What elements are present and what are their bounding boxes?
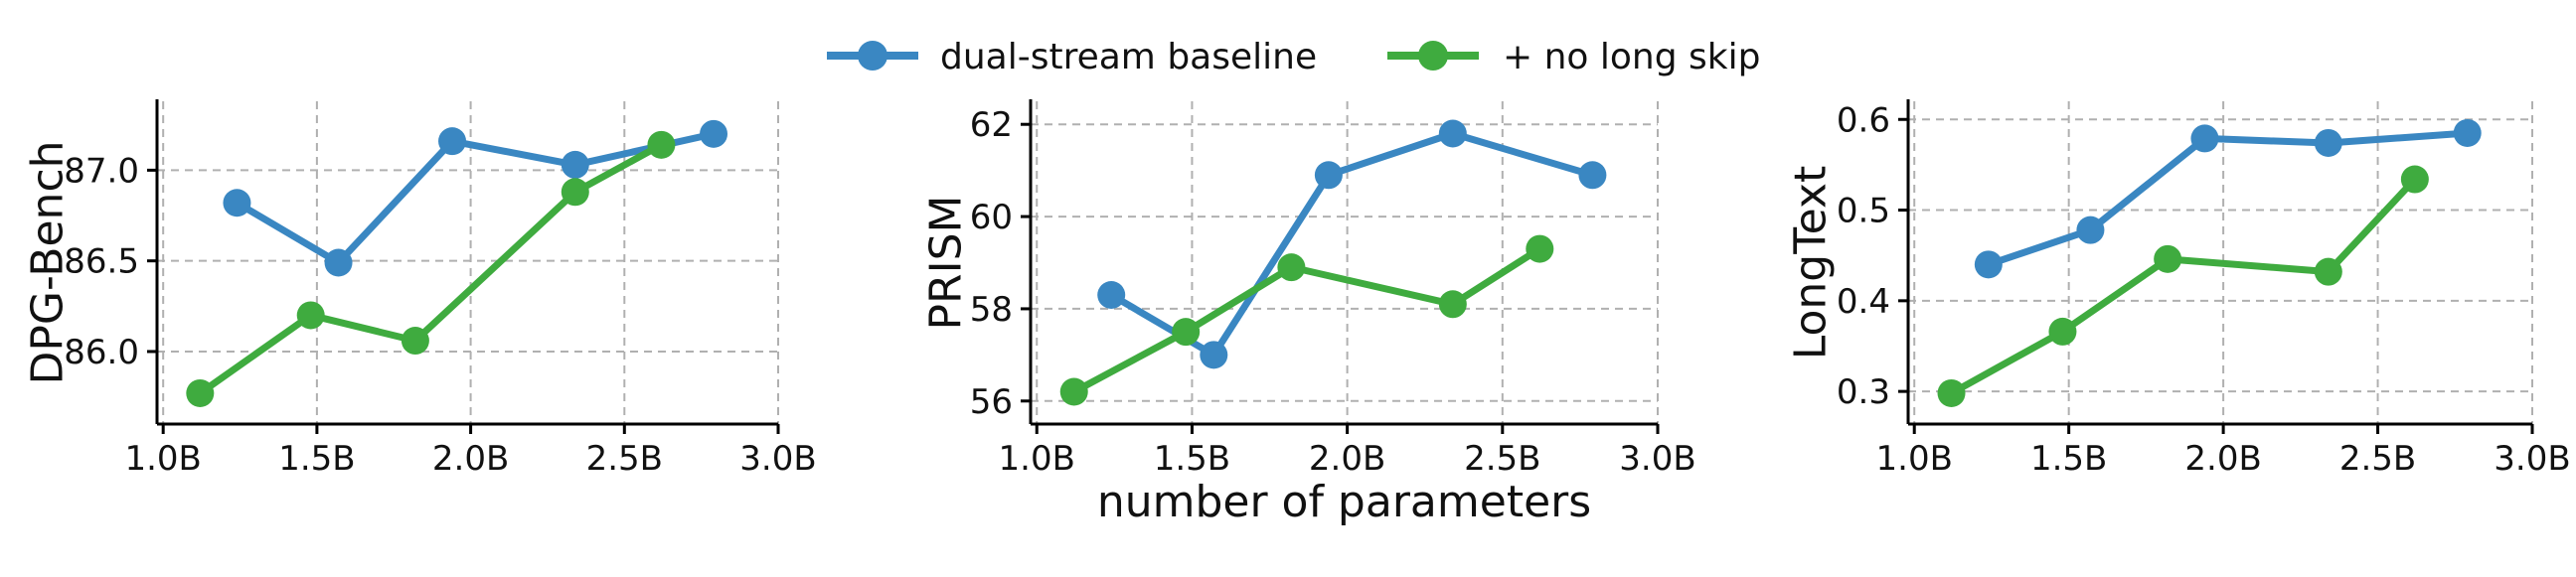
y-tick-label: 58 [970, 290, 1013, 330]
series-baseline [1974, 118, 2482, 279]
data-point [438, 127, 467, 156]
data-point [2400, 165, 2429, 194]
data-point [2190, 124, 2219, 153]
legend-marker-no-long-skip [1418, 41, 1448, 71]
y-axis-label: PRISM [921, 196, 972, 331]
data-point [296, 301, 325, 330]
x-tick-label: 1.0B [124, 439, 201, 479]
data-point [1937, 378, 1966, 407]
y-tick-label: 0.4 [1837, 282, 1890, 322]
x-tick-label: 1.5B [278, 439, 355, 479]
x-tick-label: 3.0B [739, 439, 816, 479]
data-point [1277, 253, 1306, 282]
y-axis-label: DPG-Bench [23, 140, 74, 384]
x-tick-label: 2.5B [1464, 439, 1540, 479]
y-tick-label: 62 [970, 105, 1013, 145]
panel-2: 1.0B 1.5B 2.0B 2.5B 3.0B 56 58 60 62 PRISM number … [921, 99, 1696, 527]
x-tick-label: 1.0B [999, 439, 1075, 479]
data-point [1314, 161, 1343, 190]
x-tick-label: 2.5B [2339, 439, 2416, 479]
x-tick-label: 3.0B [2494, 439, 2570, 479]
y-tick-label: 87.0 [64, 151, 139, 191]
data-point [223, 189, 251, 217]
data-point [2048, 317, 2077, 346]
x-axis-label: number of parameters [1097, 477, 1591, 527]
data-point [1059, 377, 1088, 406]
legend-entry-no-long-skip: + no long skip [1387, 37, 1761, 77]
data-point [1438, 119, 1467, 148]
series-line [1948, 176, 2419, 397]
x-tick-label: 3.0B [1619, 439, 1695, 479]
data-point [561, 178, 589, 207]
data-point [1172, 318, 1201, 347]
data-point [1526, 234, 1554, 263]
panel-1: 1.0B 1.5B 2.0B 2.5B 3.0B 86.0 86.5 87.0DPG-Benc… [23, 99, 817, 479]
x-tick-label: 2.0B [1309, 439, 1385, 479]
y-tick-label: 56 [970, 382, 1013, 422]
legend-marker-baseline [858, 41, 887, 71]
x-tick-label: 1.5B [1154, 439, 1230, 479]
y-tick-label: 0.6 [1837, 100, 1890, 140]
data-point [647, 130, 676, 159]
data-point [1200, 341, 1228, 369]
legend-label-baseline: dual-stream baseline [940, 37, 1317, 77]
data-point [2453, 118, 2482, 147]
series-line [1070, 245, 1543, 395]
x-tick-label: 1.0B [1876, 439, 1953, 479]
data-point [561, 150, 589, 179]
y-tick-label: 0.5 [1837, 192, 1890, 231]
data-point [2314, 128, 2342, 157]
data-point [186, 378, 215, 407]
data-point [2314, 257, 2342, 286]
data-point [401, 327, 429, 356]
data-point [1438, 290, 1467, 319]
y-axis-label: LongText [1786, 166, 1837, 360]
y-tick-label: 60 [970, 198, 1013, 237]
legend-label-no-long-skip: + no long skip [1503, 37, 1761, 77]
y-tick-label: 86.0 [64, 333, 139, 372]
legend: dual-stream baseline + no long skip [827, 37, 1761, 77]
x-tick-label: 2.5B [586, 439, 663, 479]
panels: 1.0B 1.5B 2.0B 2.5B 3.0B 86.0 86.5 87.0DPG-Benc… [23, 99, 2571, 527]
data-point [1974, 250, 2003, 279]
y-tick-label: 0.3 [1837, 372, 1890, 412]
series-no-long-skip [186, 130, 676, 407]
data-point [1578, 161, 1607, 190]
series-no-long-skip [1937, 165, 2429, 407]
series-baseline [223, 119, 728, 277]
y-tick-label: 86.5 [64, 242, 139, 282]
data-point [2154, 244, 2182, 273]
data-point [700, 119, 728, 148]
series-no-long-skip [1059, 234, 1554, 406]
x-tick-label: 2.0B [432, 439, 509, 479]
x-tick-label: 1.5B [2030, 439, 2107, 479]
data-point [1097, 281, 1126, 309]
series-line [196, 141, 665, 397]
data-point [2076, 216, 2105, 244]
data-point [324, 248, 353, 277]
legend-entry-baseline: dual-stream baseline [827, 37, 1317, 77]
x-tick-label: 2.0B [2184, 439, 2261, 479]
